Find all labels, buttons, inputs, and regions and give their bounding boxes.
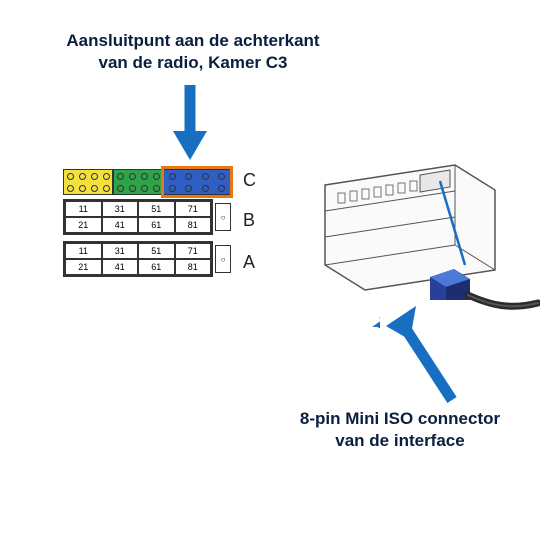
top-arrow-icon [165,85,215,165]
row-a-container: 11 31 51 71 21 41 61 81 [63,241,213,277]
seg-green [113,169,163,195]
top-label: Aansluitpunt aan de achterkant van de ra… [38,30,348,74]
bottom-label: 8-pin Mini ISO connector van de interfac… [260,408,540,452]
top-label-line1: Aansluitpunt aan de achterkant [66,31,319,50]
row-a-notch: ○ [215,245,231,273]
row-label-b: B [243,210,255,231]
top-label-line2: van de radio, Kamer C3 [99,53,288,72]
seg-yellow [63,169,113,195]
row-b-container: 11 31 51 71 21 41 61 81 [63,199,213,235]
row-label-c: C [243,170,256,191]
bottom-label-line1: 8-pin Mini ISO connector [300,409,500,428]
bottom-label-line2: van de interface [335,431,464,450]
row-label-a: A [243,252,255,273]
bottom-arrow-final-icon [380,300,470,410]
iso-connector-diagram: 11 31 51 71 21 41 61 81 ○ 11 31 51 71 21… [63,169,253,287]
row-b-notch: ○ [215,203,231,231]
chamber-c3-highlight [161,166,233,198]
